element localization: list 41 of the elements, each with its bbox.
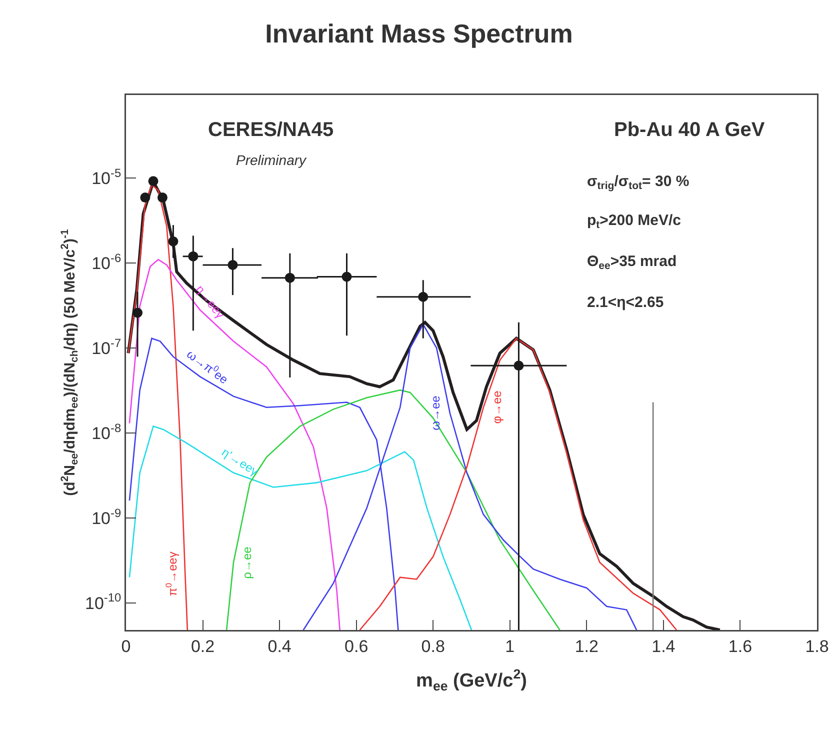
x-axis-title: m$_{ee}$ (GeV/c$^{2}$) xyxy=(416,666,527,694)
x-tick-label: 0.6 xyxy=(344,636,368,656)
y-tick-label: 10$^{-5}$ xyxy=(92,166,122,188)
annotation: 2.1<η<2.65 xyxy=(587,294,664,311)
x-tick-label: 1.2 xyxy=(574,636,598,656)
chart-title: Invariant Mass Spectrum xyxy=(265,18,573,48)
annotation: ω→ee xyxy=(428,395,443,430)
point xyxy=(514,360,524,371)
point xyxy=(132,308,143,318)
y-tick-label: 10$^{-9}$ xyxy=(92,506,122,528)
line-series xyxy=(128,258,340,630)
annotation: σ$_{trig}$/σ$_{tot}$= 30 % xyxy=(587,173,690,192)
x-tick-label: 1.8 xyxy=(805,636,829,656)
annotation: CERES/NA45 xyxy=(208,119,334,141)
annotation: Θ$_{ee}$>35 mrad xyxy=(587,253,677,272)
y-tick-label: 10$^{-6}$ xyxy=(92,250,122,273)
point xyxy=(228,260,238,270)
annotation: φ→ee xyxy=(490,390,504,424)
point xyxy=(157,192,168,203)
x-tick-label: 0.2 xyxy=(190,636,215,656)
y-tick-label: 10$^{-7}$ xyxy=(92,336,122,358)
annotation: Preliminary xyxy=(236,152,308,168)
x-tick-label: 0.4 xyxy=(268,636,292,656)
x-tick-label: 1.6 xyxy=(728,636,752,656)
y-tick-label: 10$^{-10}$ xyxy=(84,590,122,613)
annotation: p$_{t}$>200 MeV/c xyxy=(587,212,681,232)
point xyxy=(284,272,295,283)
point xyxy=(342,272,352,282)
x-tick-label: 1.4 xyxy=(652,636,676,656)
x-tick-label: 0.8 xyxy=(421,636,445,656)
annotation: Pb-Au 40 A GeV xyxy=(614,119,766,141)
point xyxy=(140,192,150,203)
annotation: ρ→ee xyxy=(240,546,254,579)
line-series xyxy=(359,338,678,630)
point xyxy=(418,292,428,302)
point xyxy=(148,176,158,186)
y-tick-label: 10$^{-8}$ xyxy=(92,420,122,443)
x-tick-label: 0 xyxy=(121,636,131,656)
point xyxy=(168,236,178,246)
x-tick-label: 1 xyxy=(505,636,515,656)
point xyxy=(188,251,198,262)
